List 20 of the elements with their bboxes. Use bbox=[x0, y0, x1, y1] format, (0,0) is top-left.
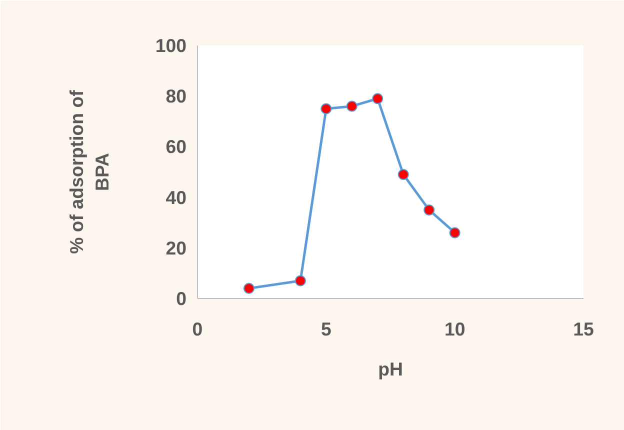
point bbox=[346, 100, 358, 112]
y-tick-label: 60 bbox=[166, 136, 187, 158]
point bbox=[424, 204, 435, 216]
x-tick-label: 5 bbox=[320, 318, 332, 340]
y-tick-label: 20 bbox=[166, 237, 187, 258]
point bbox=[449, 227, 460, 238]
y-tick-label: 40 bbox=[166, 186, 187, 208]
x-tick-label: 0 bbox=[192, 318, 203, 340]
x-tick-label: 15 bbox=[573, 318, 594, 340]
point bbox=[243, 282, 254, 294]
x-tick-label: 10 bbox=[444, 318, 466, 340]
point bbox=[320, 103, 332, 114]
point bbox=[398, 169, 409, 180]
x-axis-title: pH bbox=[378, 358, 403, 380]
point bbox=[372, 93, 384, 104]
y-tick-label: 0 bbox=[176, 288, 187, 309]
y-axis-title: % of adsorption of BPA bbox=[66, 89, 112, 254]
point bbox=[294, 275, 306, 286]
y-tick-label: 80 bbox=[166, 86, 187, 107]
y-tick-label: 100 bbox=[155, 35, 187, 56]
